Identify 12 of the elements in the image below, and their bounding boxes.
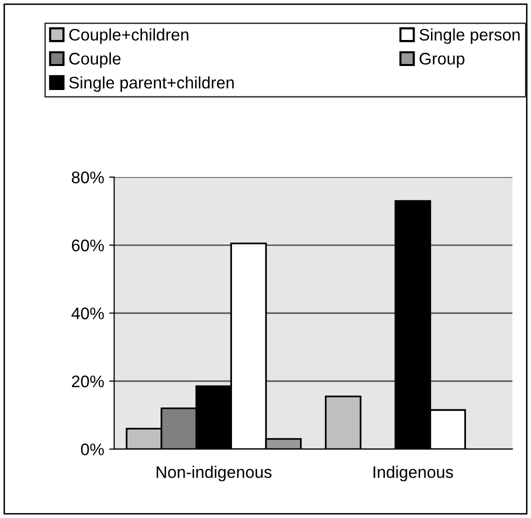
y-tick-label: 20% [72, 376, 104, 388]
y-tick-label: 40% [71, 308, 104, 320]
y-tick-label: 80% [72, 172, 104, 184]
x-tick-label: Indigenous [374, 466, 454, 482]
y-tick-label: 60% [72, 240, 104, 252]
legend-label: Single parent+children [69, 76, 234, 92]
y-tick-label: 0% [81, 444, 104, 456]
legend-label: Group [420, 52, 464, 68]
legend-label: Couple+children [69, 28, 188, 44]
legend-label: Couple [69, 52, 121, 68]
x-tick-label: Non-indigenous [156, 466, 272, 482]
legend-label: Single person [420, 28, 520, 44]
